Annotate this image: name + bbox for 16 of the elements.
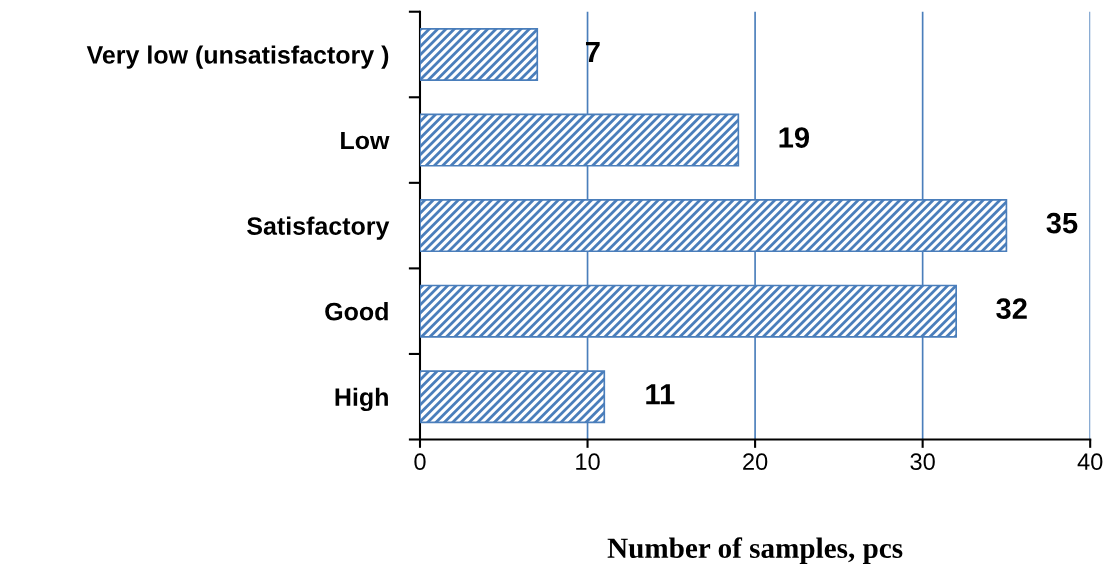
y-tick-label: Low (341, 131, 390, 150)
data-label: 35 (1046, 212, 1078, 234)
x-tick-label: 30 (910, 453, 935, 471)
x-tick-label: 0 (414, 453, 426, 471)
y-tick-label: Satisfactory (247, 216, 390, 240)
data-label: 11 (646, 384, 675, 405)
y-tick-label: Good (325, 302, 388, 321)
x-tick-label: 20 (743, 453, 768, 471)
data-label: 19 (779, 127, 810, 148)
y-tick-label: High (335, 387, 388, 412)
data-label: 32 (996, 298, 1027, 320)
x-axis-title: Number of samples, pcs (607, 537, 903, 564)
y-tick-label: Very low (unsatisfactory ) (86, 45, 389, 69)
bar (419, 27, 539, 81)
x-tick-label: 10 (576, 453, 600, 471)
x-tick-label: 40 (1077, 453, 1103, 471)
